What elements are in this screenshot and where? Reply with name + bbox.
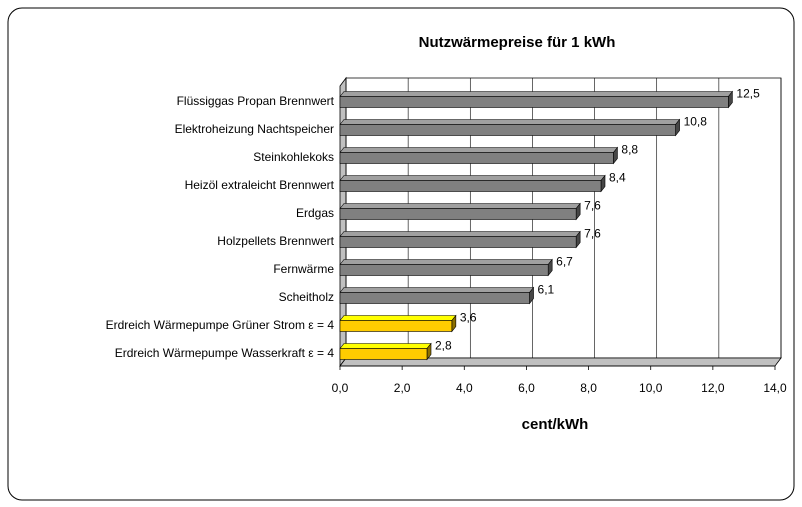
chart-title: Nutzwärmepreise für 1 kWh bbox=[419, 34, 616, 51]
data-label: 8,4 bbox=[609, 171, 626, 185]
data-label: 8,8 bbox=[621, 143, 638, 157]
bar bbox=[339, 348, 428, 360]
x-tick-label: 4,0 bbox=[456, 381, 473, 395]
data-label: 6,7 bbox=[556, 255, 573, 269]
bar bbox=[339, 180, 602, 192]
bar bbox=[339, 292, 530, 304]
bar-top bbox=[339, 259, 553, 265]
x-axis-title: cent/kWh bbox=[522, 416, 589, 433]
y-tick-label: Heizöl extraleicht Brennwert bbox=[185, 178, 335, 192]
bar-top bbox=[339, 231, 581, 237]
bar bbox=[339, 320, 453, 332]
y-tick-label: Erdreich Wärmepumpe Wasserkraft ε = 4 bbox=[115, 346, 335, 360]
y-tick-label: Elektroheizung Nachtspeicher bbox=[175, 122, 334, 136]
bar bbox=[339, 264, 549, 276]
bar bbox=[339, 208, 577, 220]
y-tick-label: Holzpellets Brennwert bbox=[217, 234, 334, 248]
data-label: 6,1 bbox=[538, 283, 555, 297]
x-tick-label: 10,0 bbox=[639, 381, 663, 395]
bar-top bbox=[339, 147, 619, 153]
data-label: 3,6 bbox=[460, 311, 477, 325]
bar bbox=[339, 236, 577, 248]
bar-top bbox=[339, 91, 734, 97]
bar bbox=[339, 124, 676, 136]
bar bbox=[339, 96, 729, 108]
x-tick-label: 12,0 bbox=[701, 381, 725, 395]
data-label: 10,8 bbox=[684, 115, 708, 129]
bar-top bbox=[339, 203, 581, 209]
y-tick-label: Erdgas bbox=[296, 206, 334, 220]
data-label: 12,5 bbox=[736, 87, 760, 101]
data-label: 7,6 bbox=[584, 227, 601, 241]
bar-top bbox=[339, 315, 457, 321]
x-tick-label: 0,0 bbox=[332, 381, 349, 395]
y-tick-label: Fernwärme bbox=[273, 262, 334, 276]
data-label: 2,8 bbox=[435, 339, 452, 353]
y-tick-label: Steinkohlekoks bbox=[253, 150, 334, 164]
bar-top bbox=[339, 343, 432, 349]
data-label: 7,6 bbox=[584, 199, 601, 213]
y-tick-label: Erdreich Wärmepumpe Grüner Strom ε = 4 bbox=[106, 318, 335, 332]
y-tick-label: Scheitholz bbox=[279, 290, 334, 304]
bar-top bbox=[339, 119, 681, 125]
bar bbox=[339, 152, 614, 164]
bar-top bbox=[339, 175, 606, 181]
x-tick-label: 6,0 bbox=[518, 381, 535, 395]
x-tick-label: 8,0 bbox=[580, 381, 597, 395]
bar-top bbox=[339, 287, 535, 293]
y-tick-label: Flüssiggas Propan Brennwert bbox=[177, 94, 335, 108]
x-tick-label: 14,0 bbox=[763, 381, 787, 395]
x-tick-label: 2,0 bbox=[394, 381, 411, 395]
